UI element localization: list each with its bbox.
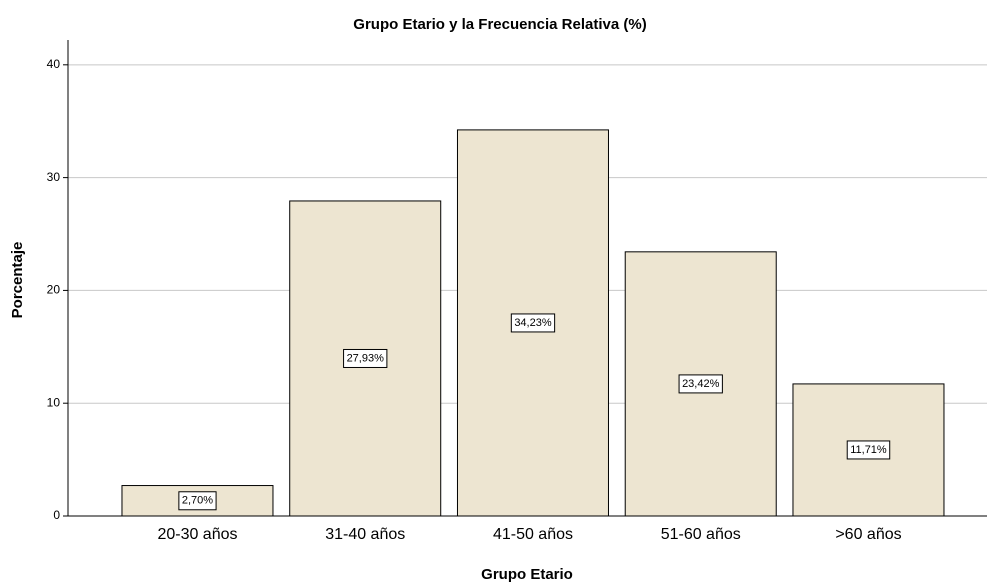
y-tick-label: 40 (47, 57, 61, 71)
y-tick-label: 20 (47, 283, 61, 297)
value-label: 27,93% (347, 352, 385, 364)
value-label-box (846, 440, 891, 460)
y-tick-label: 0 (53, 508, 60, 522)
value-label: 11,71% (850, 444, 887, 456)
value-label-box (678, 374, 723, 394)
y-tick-label: 30 (47, 170, 61, 184)
y-axis-label: Porcentaje (9, 242, 26, 319)
value-label: 23,42% (682, 378, 720, 390)
y-tick-label: 10 (47, 395, 61, 409)
x-axis-label: Grupo Etario (481, 566, 573, 583)
x-tick-label: 51-60 años (661, 526, 741, 543)
chart-title: Grupo Etario y la Frecuencia Relativa (%… (353, 16, 646, 33)
x-tick-label: >60 años (835, 526, 901, 543)
value-label: 2,70% (182, 495, 213, 507)
x-tick-label: 31-40 años (325, 526, 405, 543)
x-tick-label: 41-50 años (493, 526, 573, 543)
x-tick-label: 20-30 años (157, 526, 237, 543)
value-label-box (178, 491, 217, 511)
value-label-box (343, 348, 388, 368)
value-label: 34,23% (514, 317, 552, 329)
value-label-box (510, 313, 556, 333)
